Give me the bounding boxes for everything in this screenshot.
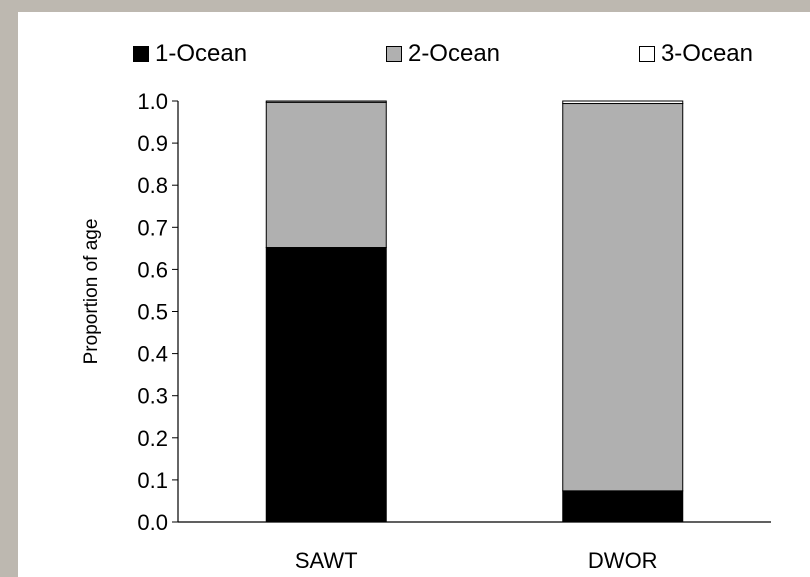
y-tick-label: 1.0 [137,89,168,114]
y-tick-label: 0.0 [137,510,168,535]
bar-segment-dwor-3-ocean [562,100,684,105]
y-tick-label: 0.4 [137,342,168,367]
y-tick-label: 0.9 [137,131,168,156]
legend-label-2-ocean: 2-Ocean [407,40,501,67]
x-tick-label-sawt: SAWT [295,548,358,573]
y-tick-label: 0.8 [137,173,168,198]
chart-area: 1-Ocean 2-Ocean 3-Ocean SAWT DWOR 0.0 0.1 0.… [18,12,810,577]
y-tick-label: 0.2 [137,426,168,451]
y-axis-title: Proportion of age [81,219,102,365]
legend: 1-Ocean 2-Ocean 3-Ocean [133,40,753,68]
bar-segment-dwor-1-ocean [562,490,684,523]
y-tick-label: 0.1 [137,468,168,493]
legend-label-1-ocean: 1-Ocean [155,40,248,67]
y-tick-label: 0.5 [137,300,168,325]
bar-segment-dwor-2-ocean [562,103,684,492]
legend-swatch-3-ocean [638,46,655,62]
bar-segment-sawt-3-ocean [265,100,387,103]
legend-item-3-ocean: 3-Ocean [638,40,753,68]
y-tick-label: 0.6 [137,257,168,282]
bar-segment-sawt-1-ocean [265,247,387,523]
legend-swatch-1-ocean [133,46,149,62]
y-tick-label: 0.3 [137,384,168,409]
x-tick-label-dwor: DWOR [588,548,658,573]
legend-item-1-ocean: 1-Ocean [133,40,247,68]
stacked-bar-chart: SAWT DWOR 0.0 0.1 0.2 0.3 0.4 0.5 0.6 0.7 0.8 0.9 1.… [81,89,771,573]
legend-swatch-2-ocean [385,46,402,62]
legend-item-2-ocean: 2-Ocean [385,40,501,68]
legend-label-3-ocean: 3-Ocean [660,40,753,67]
y-tick-label: 0.7 [137,215,168,240]
bar-segment-sawt-2-ocean [265,101,387,249]
